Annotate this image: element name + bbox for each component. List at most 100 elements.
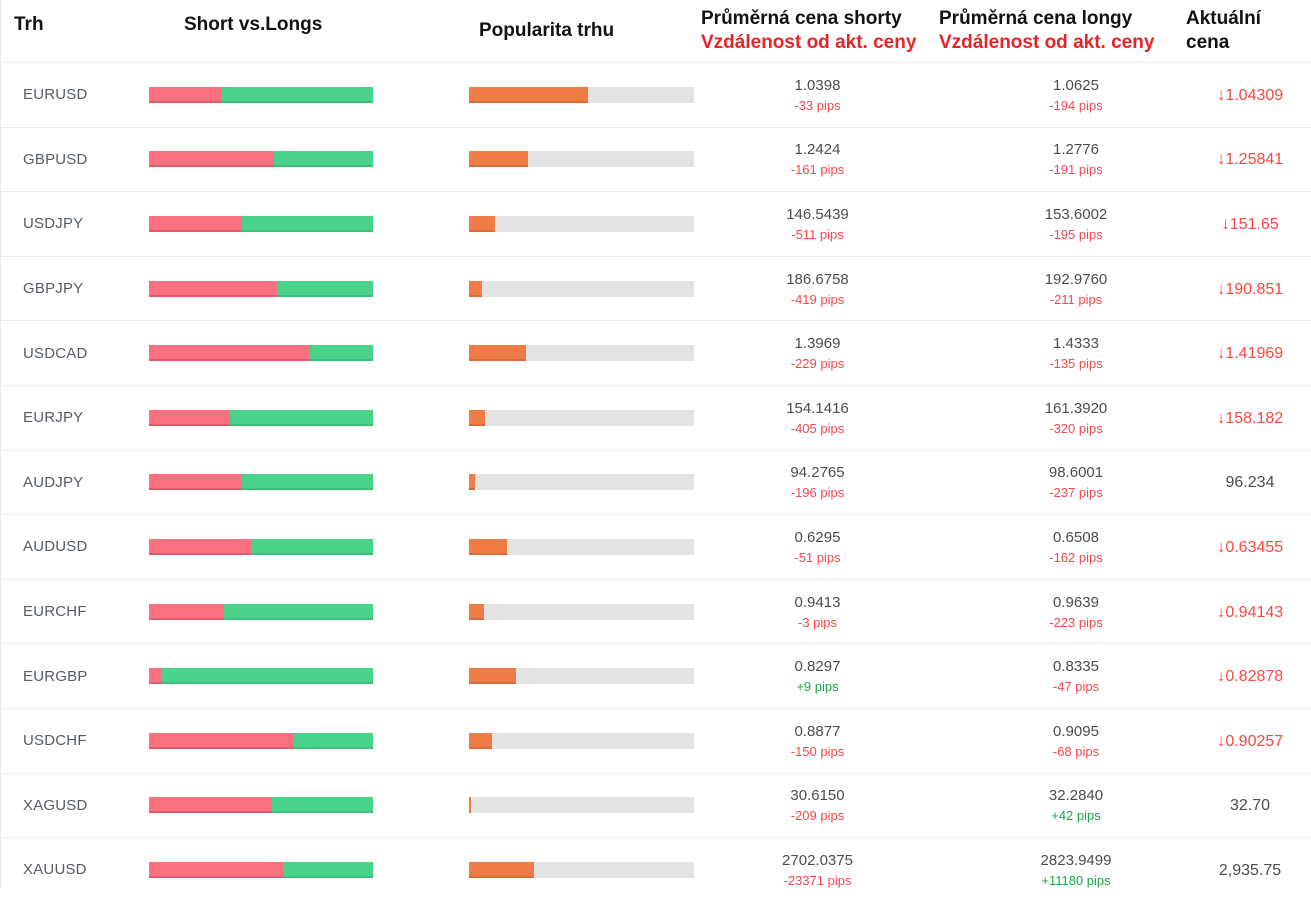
table-row-audjpy[interactable]: AUDJPY 94.2765 -196 pips 98.6001 -237 pips…: [1, 449, 1311, 515]
popularity-fill: [469, 345, 526, 362]
long-bar-segment: [282, 861, 373, 878]
table-row-gbpjpy[interactable]: GBPJPY 186.6758 -419 pips 192.9760 -211 pi…: [1, 255, 1311, 321]
long-distance-pips: -47 pips: [1052, 679, 1100, 695]
long-avg-price: 98.6001: [1048, 464, 1104, 482]
current-price: ↓0.94143: [1216, 601, 1284, 621]
short-vs-long-bar: [149, 668, 373, 685]
short-distance-pips: -23371 pips: [783, 872, 852, 888]
short-bar-segment: [149, 345, 310, 362]
current-price: ↓0.63455: [1216, 536, 1284, 556]
market-label[interactable]: GBPJPY: [23, 280, 84, 298]
popularity-bar: [469, 345, 694, 362]
market-label[interactable]: AUDUSD: [23, 538, 88, 556]
long-distance-pips: -135 pips: [1049, 356, 1103, 372]
long-distance-pips: +11180 pips: [1041, 872, 1111, 888]
long-avg-price: 0.9095: [1053, 722, 1099, 740]
popularity-bar: [469, 861, 694, 878]
long-bar-segment: [309, 345, 373, 362]
market-label[interactable]: XAUUSD: [23, 861, 87, 879]
long-bar-segment: [241, 474, 373, 491]
header-short-distance: Vzdálenost od akt. ceny: [701, 32, 917, 53]
long-bar-segment: [250, 538, 373, 555]
down-arrow-icon: ↓: [1216, 601, 1226, 621]
short-bar-segment: [149, 86, 222, 103]
short-vs-long-bar: [149, 538, 373, 555]
long-bar-segment: [161, 668, 373, 685]
market-label[interactable]: USDCHF: [23, 732, 87, 750]
long-avg-price: 1.0625: [1053, 76, 1099, 94]
down-arrow-icon: ↓: [1221, 213, 1230, 233]
market-label[interactable]: XAGUSD: [23, 796, 88, 814]
short-bar-segment: [149, 861, 283, 878]
long-distance-pips: -320 pips: [1049, 420, 1103, 436]
short-vs-long-bar: [149, 215, 373, 232]
popularity-fill: [469, 861, 535, 878]
market-label[interactable]: EURUSD: [23, 86, 88, 104]
short-vs-long-bar: [149, 345, 373, 362]
popularity-fill: [469, 474, 476, 491]
short-distance-pips: -196 pips: [790, 485, 845, 501]
market-label[interactable]: GBPUSD: [23, 150, 88, 168]
table-body: EURUSD 1.0398 -33 pips 1.0625 -194 pips ↓1…: [1, 62, 1311, 902]
popularity-bar: [469, 797, 694, 814]
long-avg-price: 1.2776: [1053, 141, 1099, 159]
short-vs-long-bar: [149, 151, 373, 168]
table-row-eurchf[interactable]: EURCHF 0.9413 -3 pips 0.9639 -223 pips ↓0.…: [1, 578, 1311, 644]
market-label[interactable]: EURCHF: [23, 603, 87, 621]
popularity-fill: [469, 86, 589, 103]
table-row-usdchf[interactable]: USDCHF 0.8877 -150 pips 0.9095 -68 pips ↓0…: [1, 707, 1311, 773]
table-row-xagusd[interactable]: XAGUSD 30.6150 -209 pips 32.2840 +42 pips …: [1, 772, 1311, 838]
long-distance-pips: -194 pips: [1049, 97, 1103, 113]
short-avg-price: 0.8877: [794, 722, 841, 740]
header-popularity: Popularita trhu: [479, 20, 615, 41]
market-label[interactable]: AUDJPY: [23, 473, 84, 491]
long-avg-price: 161.3920: [1044, 399, 1108, 417]
down-arrow-icon: ↓: [1216, 84, 1226, 104]
table-row-eurusd[interactable]: EURUSD 1.0398 -33 pips 1.0625 -194 pips ↓1…: [1, 62, 1311, 127]
table-row-gbpusd[interactable]: GBPUSD 1.2424 -161 pips 1.2776 -191 pips ↓…: [1, 126, 1311, 192]
short-distance-pips: -51 pips: [794, 549, 841, 565]
table-row-usdcad[interactable]: USDCAD 1.3969 -229 pips 1.4333 -135 pips ↓…: [1, 320, 1311, 385]
popularity-bar: [469, 668, 694, 685]
table-row-usdjpy[interactable]: USDJPY 146.5439 -511 pips 153.6002 -195 pi…: [1, 191, 1311, 256]
market-label[interactable]: USDCAD: [23, 344, 88, 362]
market-label[interactable]: EURJPY: [23, 409, 84, 427]
header-avg-long-price: Průměrná cena longy Vzdálenost od akt. c…: [939, 8, 1155, 53]
short-avg-price: 1.2424: [794, 141, 841, 159]
popularity-fill: [469, 797, 472, 814]
table-row-xauusd[interactable]: XAUUSD 2702.0375 -23371 pips 2823.9499 +11…: [1, 837, 1311, 902]
popularity-bar: [469, 732, 694, 749]
popularity-bar: [469, 603, 694, 620]
short-avg-price: 0.8297: [794, 658, 841, 676]
popularity-fill: [469, 668, 517, 685]
current-price: 32.70: [1229, 797, 1271, 815]
short-distance-pips: -229 pips: [790, 356, 845, 372]
short-bar-segment: [149, 151, 275, 168]
short-distance-pips: -33 pips: [794, 97, 841, 113]
down-arrow-icon: ↓: [1216, 407, 1226, 427]
short-vs-long-bar: [149, 280, 373, 297]
market-label[interactable]: EURGBP: [23, 667, 88, 685]
short-avg-price: 146.5439: [786, 205, 849, 223]
market-label[interactable]: USDJPY: [23, 215, 84, 233]
short-bar-segment: [149, 668, 162, 685]
table-row-audusd[interactable]: AUDUSD 0.6295 -51 pips 0.6508 -162 pips ↓0…: [1, 514, 1311, 579]
popularity-bar: [469, 409, 694, 426]
current-price: ↓158.182: [1216, 407, 1284, 427]
current-price: ↓1.25841: [1216, 149, 1284, 169]
short-vs-long-bar: [149, 86, 373, 103]
long-avg-price: 0.8335: [1053, 658, 1099, 676]
short-bar-segment: [149, 474, 242, 491]
short-distance-pips: -150 pips: [790, 743, 845, 759]
popularity-fill: [469, 603, 485, 620]
table-row-eurjpy[interactable]: EURJPY 154.1416 -405 pips 161.3920 -320 pi…: [1, 384, 1311, 450]
header-short-vs-longs: Short vs.Longs: [184, 14, 323, 35]
table-row-eurgbp[interactable]: EURGBP 0.8297 +9 pips 0.8335 -47 pips ↓0.8…: [1, 643, 1311, 708]
short-vs-long-bar: [149, 474, 373, 491]
popularity-bar: [469, 151, 694, 168]
long-distance-pips: -211 pips: [1049, 291, 1103, 307]
short-avg-price: 0.6295: [794, 528, 841, 546]
short-avg-price: 186.6758: [786, 270, 849, 288]
popularity-fill: [469, 409, 485, 426]
